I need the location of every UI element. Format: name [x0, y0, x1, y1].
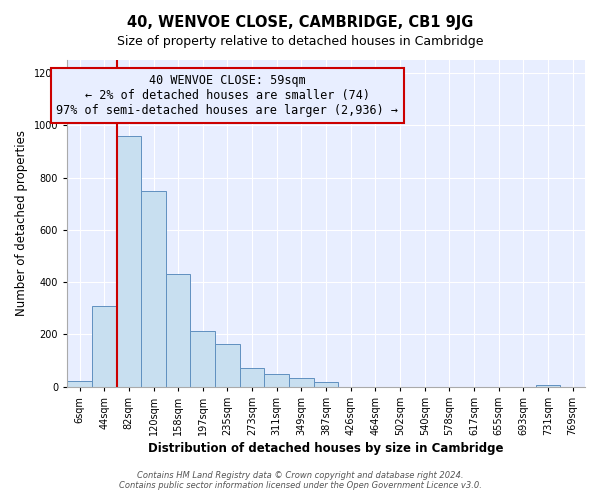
Bar — [190, 331, 215, 386]
Bar — [215, 344, 240, 387]
Text: Size of property relative to detached houses in Cambridge: Size of property relative to detached ho… — [117, 35, 483, 48]
Bar — [265, 374, 289, 386]
Y-axis label: Number of detached properties: Number of detached properties — [15, 130, 28, 316]
Text: 40, WENVOE CLOSE, CAMBRIDGE, CB1 9JG: 40, WENVOE CLOSE, CAMBRIDGE, CB1 9JG — [127, 15, 473, 30]
Bar — [67, 382, 92, 386]
Bar — [240, 368, 265, 386]
X-axis label: Distribution of detached houses by size in Cambridge: Distribution of detached houses by size … — [148, 442, 504, 455]
Bar — [116, 136, 141, 386]
Bar — [536, 384, 560, 386]
Bar — [92, 306, 116, 386]
Text: 40 WENVOE CLOSE: 59sqm
← 2% of detached houses are smaller (74)
97% of semi-deta: 40 WENVOE CLOSE: 59sqm ← 2% of detached … — [56, 74, 398, 118]
Bar — [314, 382, 338, 386]
Bar — [141, 191, 166, 386]
Bar — [166, 274, 190, 386]
Text: Contains HM Land Registry data © Crown copyright and database right 2024.
Contai: Contains HM Land Registry data © Crown c… — [119, 470, 481, 490]
Bar — [289, 378, 314, 386]
